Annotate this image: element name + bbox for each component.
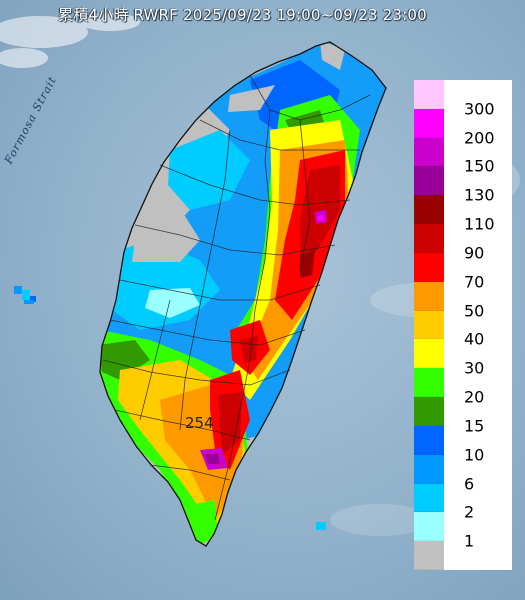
legend-swatch [414, 541, 444, 571]
legend-swatch [414, 310, 444, 340]
legend-label: 20 [464, 387, 485, 407]
legend-label: 40 [464, 329, 485, 349]
legend-swatch [414, 512, 444, 542]
legend-swatch [414, 339, 444, 369]
max-rainfall-label: 254 [185, 414, 214, 432]
legend-swatch [414, 195, 444, 225]
legend-label: 15 [464, 416, 485, 436]
legend-swatch [414, 281, 444, 311]
legend-swatch [414, 166, 444, 196]
legend-label: 110 [464, 214, 495, 234]
legend-label: 300 [464, 99, 495, 119]
legend-swatch [414, 80, 444, 109]
legend-swatch [414, 137, 444, 167]
legend-swatch [414, 108, 444, 138]
legend-label: 90 [464, 243, 485, 263]
legend-swatch [414, 224, 444, 253]
legend-label: 30 [464, 358, 485, 378]
legend-swatch [414, 454, 444, 484]
legend-swatch [414, 425, 444, 455]
legend-labels: 300 200 150 130 110 90 70 50 40 30 20 15 10 6 2 1 [448, 80, 510, 570]
legend-label: 70 [464, 272, 485, 292]
map-title: 累積4小時 RWRF 2025/09/23 19:00~09/23 23:00 [58, 6, 427, 24]
legend-label: 10 [464, 445, 485, 465]
legend-color-scale [414, 80, 444, 571]
legend-label: 200 [464, 128, 495, 148]
legend-label: 2 [464, 502, 475, 522]
legend-label: 50 [464, 301, 485, 321]
legend-label: 1 [464, 531, 475, 551]
legend-label: 130 [464, 185, 495, 205]
legend-swatch [414, 252, 444, 282]
legend-swatch [414, 483, 444, 513]
legend-swatch [414, 397, 444, 426]
legend-label: 6 [464, 474, 475, 494]
legend-label: 150 [464, 156, 495, 176]
legend-swatch [414, 368, 444, 398]
